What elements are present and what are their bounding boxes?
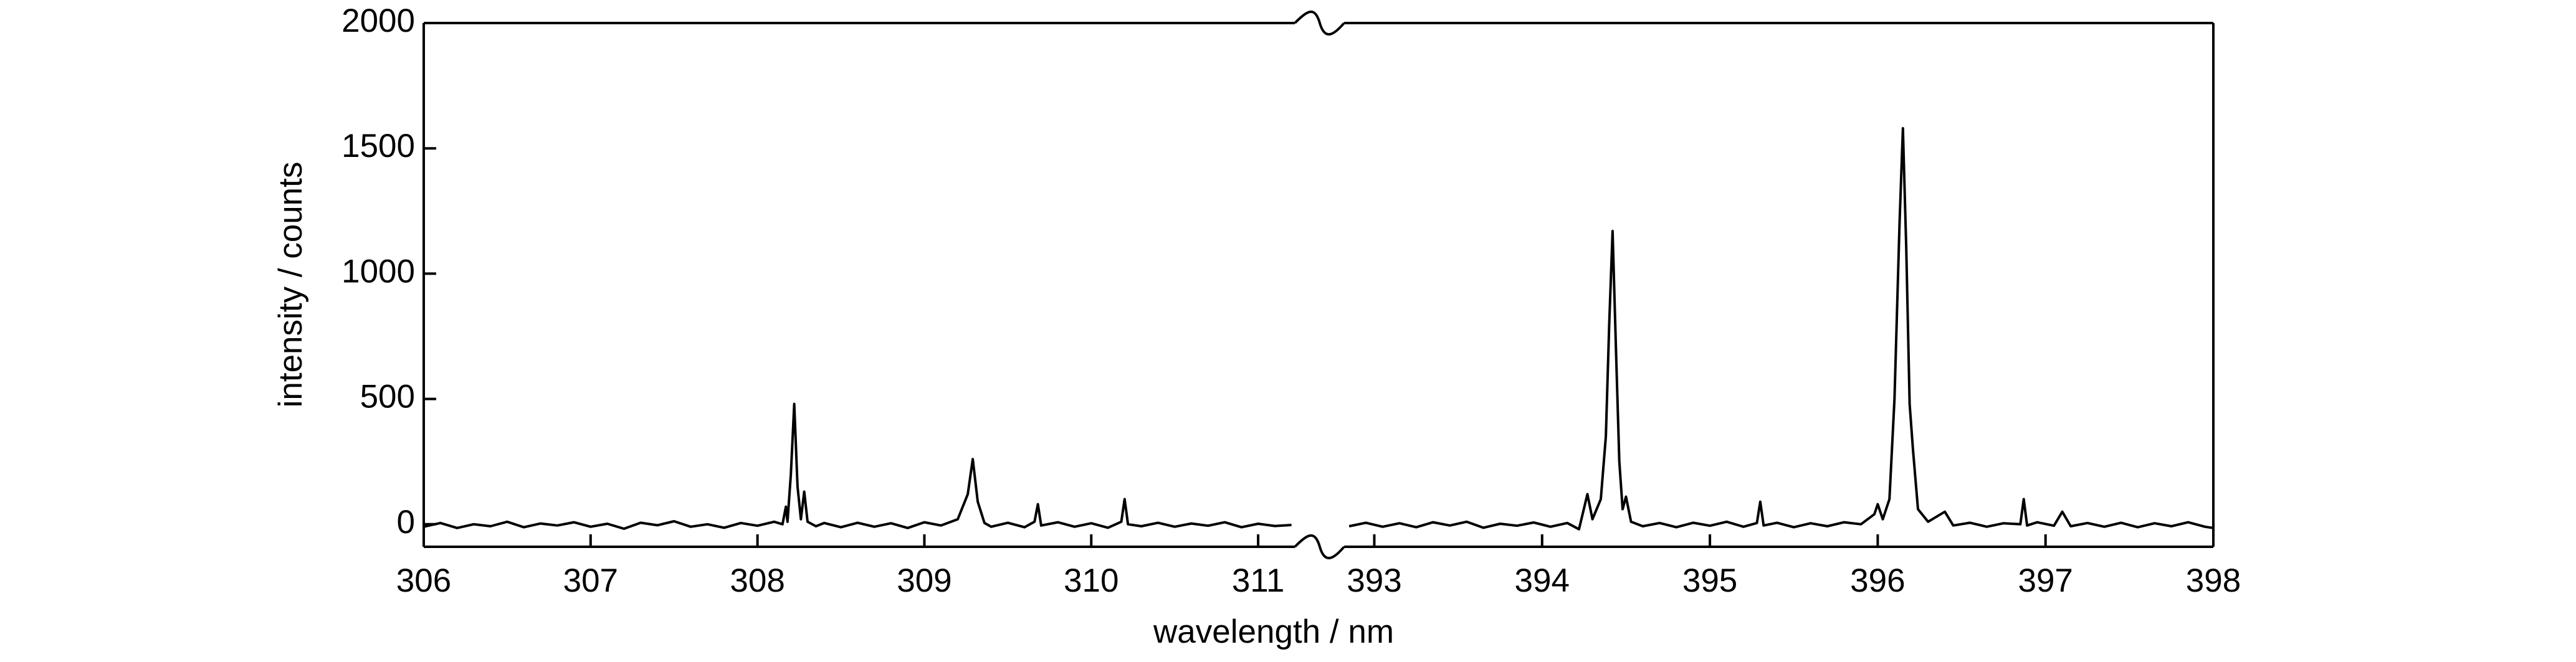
x-tick-label: 393 [1347, 562, 1401, 599]
x-tick-label: 308 [730, 562, 785, 599]
y-tick-label: 1500 [341, 128, 415, 164]
y-tick-label: 2000 [341, 2, 415, 39]
x-tick-label: 394 [1515, 562, 1570, 599]
x-tick-label: 309 [897, 562, 952, 599]
spectrum-line [423, 402, 1292, 530]
y-tick-label: 0 [397, 504, 415, 541]
x-tick-label: 311 [1232, 562, 1285, 599]
x-tick-label: 306 [396, 562, 451, 599]
x-tick-label: 310 [1064, 562, 1119, 599]
x-tick-label: 397 [2018, 562, 2073, 599]
y-tick-label: 500 [360, 379, 415, 415]
x-tick-label: 398 [2186, 562, 2241, 599]
axis-break [1294, 10, 1345, 36]
axis-break [1294, 534, 1345, 560]
spectrum-line [1348, 127, 2214, 531]
y-tick-label: 1000 [341, 253, 415, 290]
y-axis-label: intensity / counts [272, 162, 309, 408]
x-tick-label: 307 [563, 562, 618, 599]
x-tick-label: 395 [1682, 562, 1737, 599]
x-axis-label: wavelength / nm [1153, 613, 1394, 650]
x-tick-label: 396 [1850, 562, 1905, 599]
